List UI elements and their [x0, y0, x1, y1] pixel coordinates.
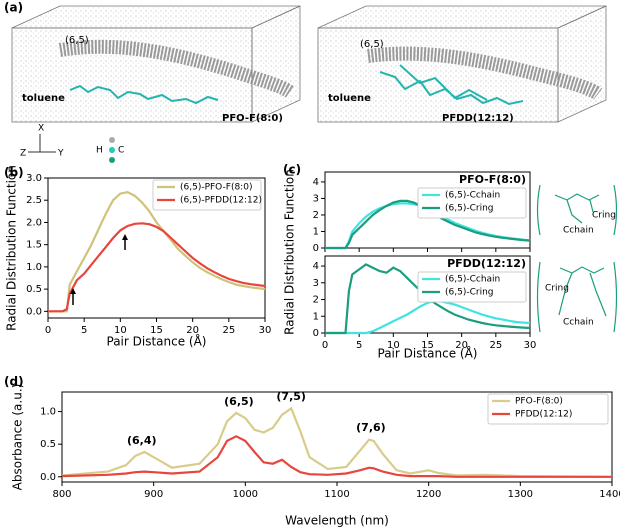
panel-label: (b): [4, 166, 24, 180]
y-tick-label: 4: [313, 177, 319, 188]
series-line: [61, 435, 612, 478]
y-tick-label: 3: [313, 278, 319, 289]
atom-h: [109, 137, 115, 143]
x-tick-label: 1200: [416, 489, 441, 500]
x-tick-label: 30: [524, 340, 537, 351]
x-tick-label: 10: [114, 325, 127, 336]
structure-label: Cring: [592, 211, 616, 221]
x-tick-label: 5: [356, 340, 362, 351]
legend-label: (6,5)-PFDD(12:12): [180, 196, 262, 206]
atom-c2: [109, 157, 115, 163]
structure-label: Cchain: [563, 318, 594, 328]
legend-label: (6,5)-Cchain: [445, 191, 500, 201]
y-tick-label: 1.0: [40, 407, 56, 418]
arrow-head: [122, 234, 128, 240]
y-tick-label: 0.5: [26, 284, 42, 295]
atom-label: C: [118, 146, 124, 156]
y-tick-label: 2: [313, 210, 319, 221]
x-tick-label: 15: [421, 340, 434, 351]
structure-label: Cchain: [563, 226, 594, 236]
y-axis-label: Absorbance (a.u.): [11, 384, 25, 491]
structure-sketch: [536, 184, 618, 333]
legend-box: [417, 271, 527, 303]
simulation-box-right: [317, 5, 607, 123]
structure-label: Cring: [545, 284, 569, 294]
x-tick-label: 1100: [324, 489, 349, 500]
solvent-label: toluene: [328, 93, 371, 104]
polymer-label: PFDD(12:12): [442, 113, 514, 124]
legend-label: (6,5)-Cchain: [445, 275, 500, 285]
y-tick-label: 1: [313, 226, 319, 237]
y-tick-label: 0.5: [40, 439, 56, 450]
peak-label: (7,5): [276, 390, 306, 403]
axis-icon-label: Y: [57, 149, 64, 159]
y-tick-label: 0: [313, 328, 319, 339]
x-tick-label: 20: [455, 340, 468, 351]
x-tick-label: 900: [144, 489, 163, 500]
y-tick-label: 0: [313, 243, 319, 254]
y-tick-label: 2.0: [26, 217, 42, 228]
series-line: [325, 300, 531, 335]
y-tick-label: 1.0: [26, 262, 42, 273]
tube-label: (6,5): [360, 39, 384, 50]
axis-icon-label: X: [38, 124, 44, 134]
y-tick-label: 2.5: [26, 195, 42, 206]
x-tick-label: 10: [387, 340, 400, 351]
tube-label: (6,5): [65, 35, 89, 46]
solvent-label: toluene: [22, 93, 65, 104]
legend-box: [487, 393, 609, 425]
panel-label: (d): [4, 375, 24, 389]
x-tick-label: 5: [81, 325, 87, 336]
x-tick-label: 0: [45, 325, 51, 336]
legend-label: PFO-F(8:0): [515, 397, 563, 407]
atom-c: [109, 147, 115, 153]
x-tick-label: 800: [52, 489, 71, 500]
y-tick-label: 0.0: [26, 306, 42, 317]
arrow-head: [70, 288, 76, 294]
legend-box: [152, 179, 262, 211]
x-tick-label: 25: [489, 340, 502, 351]
x-axis-label: Pair Distance (Å): [107, 334, 207, 349]
peak-label: (6,4): [127, 434, 157, 447]
polymer-label: PFO-F(8:0): [222, 113, 283, 124]
y-axis-label: Radial Distribution Function: [283, 169, 297, 335]
legend-label: (6,5)-PFO-F(8:0): [180, 183, 252, 193]
x-tick-label: 25: [222, 325, 235, 336]
y-axis-label: Radial Distribution Function: [5, 165, 19, 331]
y-tick-label: 4: [313, 261, 319, 272]
y-tick-label: 3: [313, 193, 319, 204]
y-tick-label: 1: [313, 311, 319, 322]
x-axis-label: Wavelength (nm): [285, 514, 389, 528]
axis-icon-label: Z: [20, 149, 26, 159]
x-tick-label: 15: [150, 325, 163, 336]
axes-icon: [28, 134, 56, 153]
panel-label: (c): [283, 163, 301, 177]
legend-box: [417, 187, 527, 219]
atom-label: H: [96, 146, 103, 156]
x-axis-label: Pair Distance (Å): [378, 346, 478, 361]
peak-label: (6,5): [224, 395, 254, 408]
panel-label: (a): [4, 1, 23, 15]
x-tick-label: 0: [322, 340, 328, 351]
x-tick-label: 20: [186, 325, 199, 336]
x-tick-label: 1000: [233, 489, 258, 500]
y-tick-label: 3.0: [26, 173, 42, 184]
subplot-title: PFDD(12:12): [447, 257, 526, 270]
x-tick-label: 30: [259, 325, 272, 336]
y-tick-label: 1.5: [26, 240, 42, 251]
simulation-box-left: [11, 5, 301, 123]
legend-label: PFDD(12:12): [515, 410, 572, 420]
x-tick-label: 1300: [508, 489, 533, 500]
legend-label: (6,5)-Cring: [445, 288, 494, 298]
series-line: [48, 191, 266, 313]
subplot-title: PFO-F(8:0): [459, 173, 526, 186]
y-tick-label: 0.0: [40, 472, 56, 483]
series-line: [48, 222, 266, 313]
series-line: [61, 406, 613, 478]
peak-label: (7,6): [356, 421, 386, 434]
legend-label: (6,5)-Cring: [445, 204, 494, 214]
y-tick-label: 2: [313, 295, 319, 306]
